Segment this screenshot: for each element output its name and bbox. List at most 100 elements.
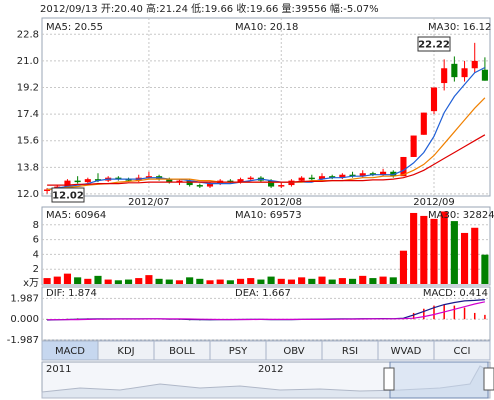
navigator-label: 2011 [46,364,71,375]
y-tick-label: 15.6 [17,136,39,147]
x-tick-label: 2012/08 [260,197,302,208]
candle-body [186,180,193,186]
candle-body [390,171,397,177]
tab-label[interactable]: WVAD [391,346,422,357]
volume-bar [206,280,214,284]
candle-body [166,179,173,183]
y-tick-label: -1.987 [7,335,39,346]
candle-body [145,176,152,178]
volume-bar [175,280,184,284]
candle-body [451,63,458,78]
y-tick-label: 22.8 [17,29,39,40]
candle-body [349,174,356,177]
candle-body [420,112,427,135]
candle-body [308,177,315,180]
volume-bar [114,280,122,284]
tab-label[interactable]: BOLL [169,346,195,357]
navigator-handle[interactable] [383,367,395,391]
navigator-handle[interactable] [483,367,494,391]
legend-label: MA5: 60964 [46,210,106,221]
candle-body [359,173,366,177]
candle-body [74,180,81,183]
volume-bar [318,276,326,284]
volume-bar [460,232,469,284]
volume-bar [124,279,133,284]
candle-body [176,180,183,183]
tab-label[interactable]: KDJ [117,346,134,357]
volume-bar [226,280,234,284]
legend-label: MACD: 0.414 [423,288,488,299]
volume-bar [328,279,336,284]
y-tick-label: 17.4 [17,109,39,120]
tab[interactable] [433,340,491,361]
candle-body [94,179,102,181]
y-tick-label: 19.2 [17,82,39,93]
legend-label: MA30: 32824 [428,210,494,221]
tab-label[interactable]: PSY [229,346,248,357]
candle-body [196,185,203,187]
volume-bar [135,278,143,284]
volume-bar [165,279,173,284]
candle-body [278,185,285,187]
volume-bar [236,278,245,284]
navigator-label: 2012 [258,364,283,375]
max-label-box [417,36,451,52]
volume-bar [104,279,112,284]
candle-body [461,68,468,78]
volume-bar [257,279,265,284]
y-tick-label: 13.8 [17,162,39,173]
y-tick-label: 0.000 [10,314,39,325]
volume-bar [94,275,102,284]
candle-body [64,180,71,187]
y-tick-label: 4 [33,249,39,260]
volume-bar [145,275,153,284]
candle-body [329,176,336,178]
y-tick-label: 6 [33,235,39,246]
price-panel [41,17,491,197]
candle-body [298,177,305,181]
volume-bar [43,278,51,284]
volume-bar [186,277,194,284]
y-tick-label: 1.987 [10,293,39,304]
candle-body [206,183,214,187]
navigator-window[interactable] [389,361,489,399]
volume-bar [359,275,367,284]
x-tick-label: 2012/09 [413,197,455,208]
tab-label[interactable]: RSI [342,346,358,357]
y-tick-label: 2 [33,264,39,275]
candle-body [430,87,438,112]
candle-body [44,189,51,191]
volume-bar [247,278,255,284]
candle-body [471,60,478,69]
volume-bar [379,276,387,284]
volume-bar [267,276,275,284]
volume-bar [369,278,377,284]
volume-bar [440,211,448,284]
tab-label[interactable]: OBV [283,346,304,357]
volume-bar [298,277,306,284]
volume-bar [155,278,163,284]
tab-label[interactable]: CCI [454,346,471,357]
volume-bar [481,254,489,284]
candle-body [318,176,326,180]
candle-body [481,69,488,81]
y-tick-label: 21.0 [17,56,39,67]
legend-label: DEA: 1.667 [235,288,291,299]
x-tick-label: 2012/07 [128,197,170,208]
volume-bar [287,279,296,284]
min-label: 12.02 [52,191,84,202]
ma-line [47,134,486,186]
volume-panel [41,206,491,286]
volume-bar [471,227,479,284]
volume-bar [430,218,438,284]
volume-bar [196,278,204,284]
y-tick-label: 8 [33,220,39,231]
candle-body [125,179,132,181]
candle-body [400,156,407,177]
tab-label[interactable]: MACD [55,346,85,357]
min-label-box [51,187,85,203]
candle-body [115,177,122,180]
quote-header: 2012/09/13 开:20.40 高:21.24 低:19.66 收:19.… [40,2,379,15]
volume-bar [53,276,61,284]
